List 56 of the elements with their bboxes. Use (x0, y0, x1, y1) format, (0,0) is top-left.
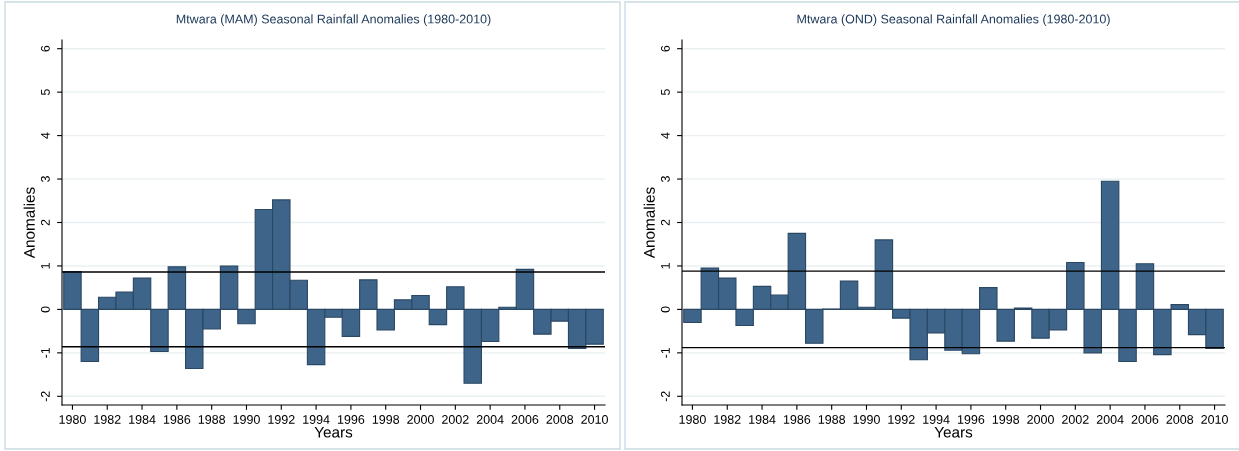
y-tick-label: 2 (40, 219, 50, 226)
x-tick-label: 1992 (268, 415, 295, 424)
x-tick-label: 2002 (1062, 415, 1089, 424)
chart-title: Mtwara (OND) Seasonal Rainfall Anomalies (1980-2010) (797, 14, 1110, 26)
x-tick-label: 2004 (476, 415, 504, 424)
y-tick-label: 3 (660, 176, 670, 183)
x-tick-label: 1980 (679, 415, 706, 424)
x-tick-label: 1992 (888, 415, 915, 424)
y-tick-label: 2 (660, 219, 670, 226)
x-axis-title: Years (314, 426, 353, 438)
y-tick-label: 4 (661, 132, 670, 139)
y-tick-label: -1 (41, 347, 50, 358)
y-tick-label: -1 (661, 347, 670, 358)
y-tick-label: 4 (41, 132, 50, 139)
x-tick-label: 1988 (818, 415, 846, 424)
x-tick-label: 1996 (337, 415, 365, 424)
x-tick-label: 2000 (1027, 415, 1054, 424)
y-tick-label: 5 (41, 89, 50, 96)
x-tick-label: 1982 (714, 415, 741, 424)
y-tick-label: 5 (661, 89, 670, 96)
x-tick-label: 1988 (198, 415, 226, 424)
y-tick-label: -2 (40, 391, 50, 402)
x-tick-label: 2008 (546, 415, 574, 424)
x-tick-label: 2006 (1131, 415, 1159, 424)
x-tick-label: 1994 (303, 415, 330, 424)
x-tick-label: 1998 (372, 415, 400, 424)
x-tick-label: 2002 (442, 415, 469, 424)
x-tick-label: 1994 (923, 415, 950, 424)
x-tick-label: 1984 (749, 415, 776, 424)
y-tick-label: 0 (40, 306, 50, 313)
x-tick-label: 1984 (129, 415, 156, 424)
x-tick-label: 1986 (783, 415, 811, 424)
x-tick-label: 2006 (511, 415, 539, 424)
y-tick-label: 1 (41, 263, 50, 269)
chart-title: Mtwara (MAM) Seasonal Rainfall Anomalies (1980-2010) (176, 14, 491, 26)
x-tick-label: 2008 (1166, 415, 1194, 424)
y-tick-label: 0 (660, 306, 670, 313)
x-tick-label: 1990 (233, 415, 260, 424)
x-tick-label: 1996 (957, 415, 985, 424)
y-tick-label: 6 (40, 45, 50, 52)
y-tick-label: 3 (40, 176, 50, 183)
y-axis-title: Anomalies (23, 187, 35, 259)
y-tick-label: 1 (661, 263, 670, 269)
x-tick-label: 2004 (1096, 415, 1124, 424)
y-axis-title: Anomalies (643, 187, 655, 259)
y-tick-label: -2 (660, 391, 670, 402)
x-axis-title: Years (934, 426, 973, 438)
x-tick-label: 2010 (1201, 415, 1228, 424)
y-tick-label: 6 (660, 45, 670, 52)
x-tick-label: 1980 (59, 415, 86, 424)
x-tick-label: 1982 (94, 415, 121, 424)
x-tick-label: 2000 (407, 415, 434, 424)
x-tick-label: 1990 (853, 415, 880, 424)
x-tick-label: 1998 (992, 415, 1020, 424)
x-tick-label: 1986 (163, 415, 191, 424)
x-tick-label: 2010 (581, 415, 608, 424)
